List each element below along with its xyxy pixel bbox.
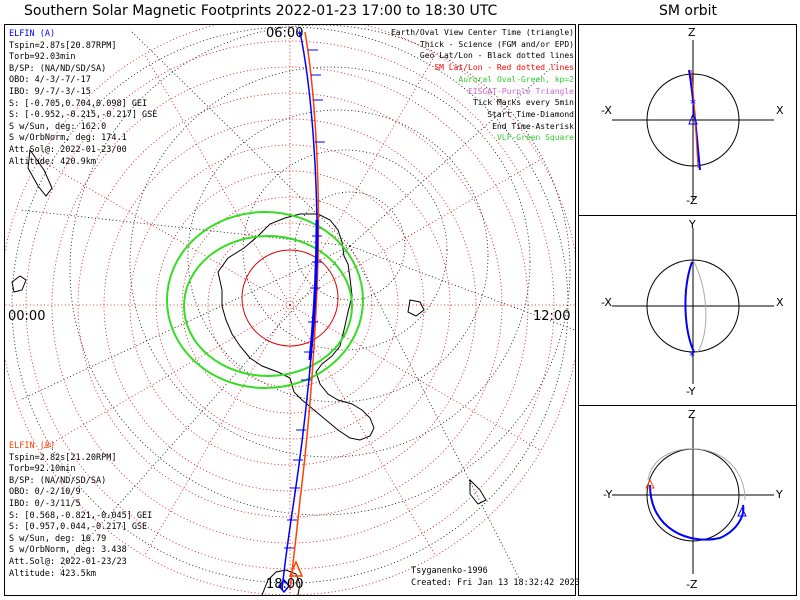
map-frame <box>4 24 576 596</box>
elfin-a-line: S w/OrbNorm, deg: 174.1 <box>9 133 127 144</box>
orbit3-right-label: Y <box>776 488 783 501</box>
orbit3-left-label: -Y <box>603 488 613 501</box>
orbit1-top-label: Z <box>688 26 696 39</box>
elfin-b-line: Tspin=2.82s[21.20RPM] <box>9 452 117 463</box>
orbit2-left-label: -X <box>601 296 612 309</box>
elfin-a-line: S w/Sun, deg: 162.0 <box>9 121 107 132</box>
antarctica-coastline <box>217 213 375 441</box>
elfin-a-end-asterisk: * <box>296 28 303 44</box>
elfin-a-info: ELFIN (A) Tspin=2.87s[20.87RPM] Torb=92.… <box>9 29 157 168</box>
elfin-a-line: B/SP: (NA/ND/SD/SA) <box>9 63 107 74</box>
orbit-panel-xz: * <box>612 40 774 200</box>
orbit1-right-label: X <box>776 104 784 117</box>
orbit2-top-label: Y <box>689 218 696 231</box>
elfin-a-line: OBO: 4/-3/-7/-17 <box>9 75 91 86</box>
elfin-a-line: S: [-0.952,-0.215,-0.217] GSE <box>9 110 158 121</box>
orbit2-bottom-label: -Y <box>686 385 696 398</box>
elfin-b-start-triangle <box>288 560 304 577</box>
elfin-b-line: Altitude: 423.5km <box>9 568 96 579</box>
legend-item: Earth/Oval View Center Time (triangle) <box>390 28 574 37</box>
elfin-b-line: Att.Sol@: 2022-01-23/23 <box>9 556 127 567</box>
landmass-left <box>11 148 53 293</box>
elfin-b-line: Torb=92.10min <box>9 464 76 475</box>
orbit-title: SM orbit <box>659 3 718 19</box>
time-label-bottom: 18:00 <box>266 577 304 592</box>
legend: Earth/Oval View Center Time (triangle) T… <box>391 27 574 144</box>
elfin-b-line: S: [0.568,-0.821,-0.045] GEI <box>9 510 153 521</box>
orbit1-bottom-label: -Z <box>686 194 698 207</box>
elfin-a-line: IBO: 9/-7/-3/-15 <box>9 86 91 97</box>
model-credit: Tsyganenko-1996 <box>411 566 488 576</box>
sm-inner-circle <box>241 249 339 347</box>
elfin-b-line: OBO: 0/-2/10/9 <box>9 487 81 498</box>
legend-item: Start Time-Diamond <box>487 109 574 119</box>
elfin-a-science-segment <box>308 219 319 361</box>
time-label-left: 00:00 <box>8 309 46 324</box>
created-timestamp: Created: Fri Jan 13 18:32:42 2023 <box>411 578 580 588</box>
legend-item: SM Lat/Lon - Red dotted lines <box>434 63 574 73</box>
time-label-right: 12:00 <box>533 309 571 324</box>
elfin-a-start-diamond <box>278 578 290 594</box>
orbit-panel-xy: * <box>612 228 774 384</box>
orbit2-right-label: X <box>776 296 784 309</box>
legend-item: VLF-Green Square <box>496 133 574 143</box>
orbit3-bottom-label: -Z <box>686 578 698 591</box>
elfin-a-line: Torb=92.03min <box>9 52 76 63</box>
elfin-a-line: S: [-0.705,0.704,0.098] GEI <box>9 98 148 109</box>
legend-item: EISCAT-Purple Triangle <box>468 86 574 96</box>
elfin-b-line: S: [0.957,0.044,-0.217] GSE <box>9 522 148 533</box>
south-america-outline <box>261 569 301 595</box>
orbit-frame <box>578 24 797 596</box>
elfin-b-line: S w/OrbNorm, deg: 3.438 <box>9 545 127 556</box>
elfin-a-tick-marks <box>284 49 325 549</box>
sm-grid <box>5 25 575 595</box>
elfin-a-name: ELFIN (A) <box>9 29 56 39</box>
legend-item: Thick - Science (FGM and/or EPD) <box>419 39 574 49</box>
svg-text:*: * <box>690 97 696 111</box>
legend-item: Tick Marks every 5min <box>472 98 574 108</box>
elfin-b-info: ELFIN (B) Tspin=2.82s[21.20RPM] Torb=92.… <box>9 441 152 580</box>
legend-item: End Time-Asterisk <box>492 121 574 131</box>
auroral-oval-outer <box>166 211 364 389</box>
elfin-b-track <box>289 31 320 591</box>
auroral-oval-inner <box>183 235 353 377</box>
orbit-panel-yz <box>612 418 774 574</box>
elfin-b-name: ELFIN (B) <box>9 441 56 451</box>
landmass-right <box>407 299 487 505</box>
legend-item: Geo Lat/Lon - Black dotted lines <box>419 51 574 61</box>
elfin-b-line: B/SP: (NA/ND/SD/SA) <box>9 475 107 486</box>
elfin-a-line: Tspin=2.87s[20.87RPM] <box>9 40 117 51</box>
elfin-a-line: Altitude: 420.9km <box>9 156 96 167</box>
plot-title: Southern Solar Magnetic Footprints 2022-… <box>24 3 498 19</box>
svg-text:*: * <box>689 349 695 363</box>
orbit3-top-label: Z <box>688 408 696 421</box>
elfin-b-line: IBO: 0/-3/11/5 <box>9 498 81 509</box>
legend-item: Auroral Oval-Green, kp=2 <box>458 74 574 84</box>
elfin-a-line: Att.Sol@: 2022-01-23/00 <box>9 144 127 155</box>
orbit1-left-label: -X <box>601 104 612 117</box>
elfin-b-line: S w/Sun, deg: 16.79 <box>9 533 107 544</box>
time-label-top: 06:00 <box>266 26 304 41</box>
